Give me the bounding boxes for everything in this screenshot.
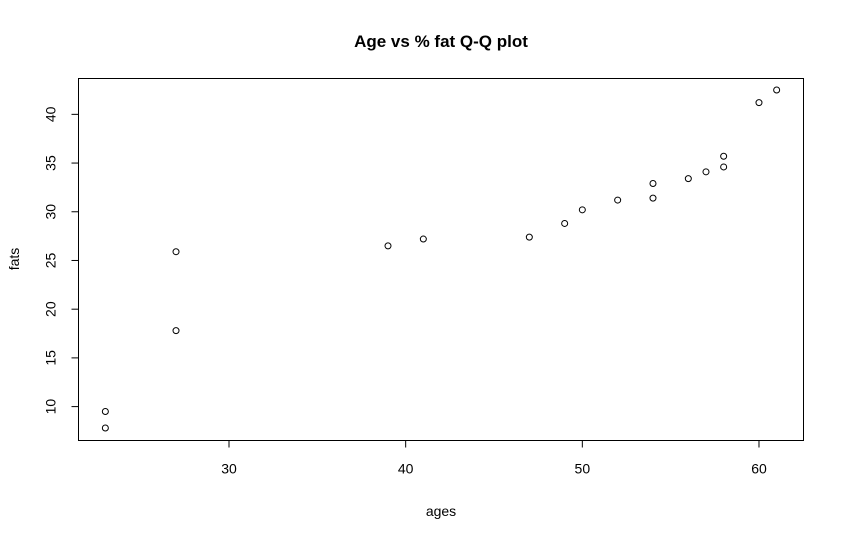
y-tick-label: 40	[43, 106, 59, 122]
plot-area	[78, 78, 804, 441]
data-points	[101, 86, 781, 432]
x-tick-label: 60	[751, 461, 767, 477]
x-axis: 30 40 50 60	[221, 440, 767, 477]
y-tick-label: 35	[43, 155, 59, 171]
chart-title: Age vs % fat Q-Q plot	[354, 32, 528, 51]
x-tick-label: 40	[398, 461, 414, 477]
data-point	[614, 196, 622, 204]
y-tick-label: 30	[43, 204, 59, 220]
y-tick-label: 25	[43, 252, 59, 268]
x-tick-label: 30	[221, 461, 237, 477]
y-axis: 10 15 20 25 30 35 40	[43, 106, 79, 414]
data-point	[172, 327, 180, 335]
data-point	[101, 424, 109, 432]
data-point	[561, 219, 569, 227]
data-point	[525, 233, 533, 241]
data-point	[720, 163, 728, 171]
data-point	[702, 168, 710, 176]
y-tick-label: 10	[43, 399, 59, 415]
data-point	[578, 206, 586, 214]
x-axis-label: ages	[426, 503, 456, 519]
data-point	[101, 407, 109, 415]
data-point	[755, 99, 763, 107]
data-point	[773, 86, 781, 94]
y-axis-label: fats	[6, 248, 22, 271]
data-point	[384, 242, 392, 250]
data-point	[720, 152, 728, 160]
data-point	[684, 175, 692, 183]
data-point	[419, 235, 427, 243]
y-tick-label: 15	[43, 350, 59, 366]
data-point	[649, 180, 657, 188]
data-point	[649, 194, 657, 202]
y-tick-label: 20	[43, 301, 59, 317]
data-point	[172, 248, 180, 256]
x-tick-label: 50	[575, 461, 591, 477]
